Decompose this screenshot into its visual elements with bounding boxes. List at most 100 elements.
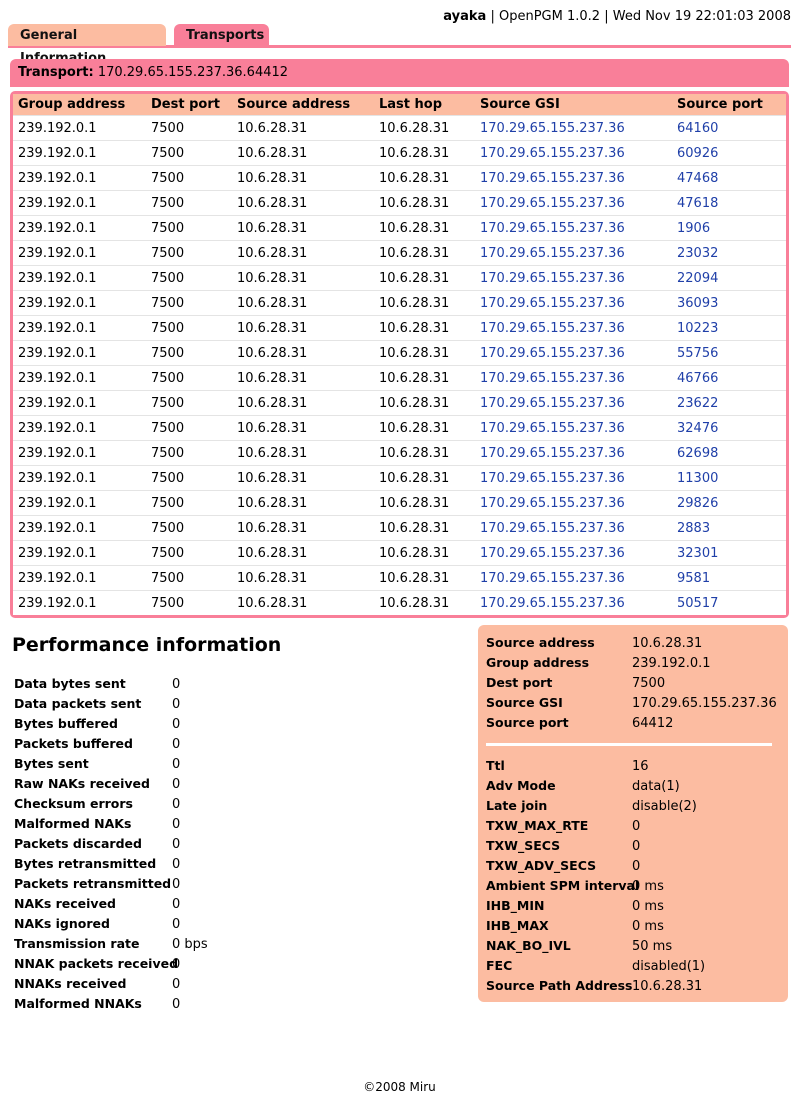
source-gsi-link[interactable]: 170.29.65.155.237.36 — [475, 215, 672, 241]
source-port-link[interactable]: 2883 — [672, 515, 786, 541]
dest-port-cell: 7500 — [146, 190, 232, 216]
source-gsi-link[interactable]: 170.29.65.155.237.36 — [475, 115, 672, 141]
performance-stat-row: NNAK packets received0 — [14, 954, 208, 974]
source-gsi-link[interactable]: 170.29.65.155.237.36 — [475, 415, 672, 441]
source-port-link[interactable]: 23622 — [672, 390, 786, 416]
source-port-link[interactable]: 29826 — [672, 490, 786, 516]
source-gsi-link[interactable]: 170.29.65.155.237.36 — [475, 440, 672, 466]
source-gsi-link[interactable]: 170.29.65.155.237.36 — [475, 165, 672, 191]
detail-label: Source port — [486, 715, 569, 730]
source-gsi-link[interactable]: 170.29.65.155.237.36 — [475, 515, 672, 541]
source-gsi-link[interactable]: 170.29.65.155.237.36 — [475, 140, 672, 166]
source-gsi-link[interactable]: 170.29.65.155.237.36 — [475, 465, 672, 491]
performance-stat-value: 0 — [172, 697, 181, 712]
host-name: ayaka — [443, 9, 487, 24]
transport-details-panel: Source address 10.6.28.31 Group address 239… — [478, 625, 788, 1002]
last-hop-cell: 10.6.28.31 — [374, 365, 475, 391]
source-port-link[interactable]: 23032 — [672, 240, 786, 266]
source-gsi-link[interactable]: 170.29.65.155.237.36 — [475, 190, 672, 216]
source-port-link[interactable]: 11300 — [672, 465, 786, 491]
performance-stat-row: Packets retransmitted0 — [14, 874, 208, 894]
source-gsi-link[interactable]: 170.29.65.155.237.36 — [475, 365, 672, 391]
source-gsi-link[interactable]: 170.29.65.155.237.36 — [475, 565, 672, 591]
source-address-cell: 10.6.28.31 — [232, 440, 374, 466]
source-address-cell: 10.6.28.31 — [232, 215, 374, 241]
detail-value: 170.29.65.155.237.36 — [632, 696, 777, 711]
parameter-row: TXW_MAX_RTE 0 — [486, 816, 788, 836]
detail-label: Source address — [486, 635, 595, 650]
tab-bar: General Information Transports — [8, 24, 791, 66]
source-port-link[interactable]: 60926 — [672, 140, 786, 166]
performance-stat-value: 0 — [172, 817, 181, 832]
source-port-link[interactable]: 47468 — [672, 165, 786, 191]
performance-stat-row: Data bytes sent 0 — [14, 674, 208, 694]
parameter-value: disable(2) — [632, 799, 697, 814]
detail-row: Source port 64412 — [486, 713, 788, 733]
dest-port-cell: 7500 — [146, 590, 232, 615]
dest-port-cell: 7500 — [146, 140, 232, 166]
table-row: 239.192.0.1 7500 10.6.28.31 10.6.28.31 170.2… — [13, 440, 786, 466]
group-address-cell: 239.192.0.1 — [13, 590, 146, 615]
source-port-link[interactable]: 50517 — [672, 590, 786, 615]
col-last-hop-header: Last hop — [374, 94, 475, 116]
tab-general-information[interactable]: General Information — [8, 24, 166, 66]
source-gsi-link[interactable]: 170.29.65.155.237.36 — [475, 265, 672, 291]
last-hop-cell: 10.6.28.31 — [374, 390, 475, 416]
parameter-label: Late join — [486, 798, 548, 813]
tab-transports[interactable]: Transports — [174, 24, 269, 46]
group-address-cell: 239.192.0.1 — [13, 365, 146, 391]
performance-stat-label: Bytes buffered — [14, 716, 118, 731]
parameter-value: 0 ms — [632, 919, 664, 934]
parameter-value: 50 ms — [632, 939, 673, 954]
table-row: 239.192.0.1 7500 10.6.28.31 10.6.28.31 170.2… — [13, 415, 786, 441]
source-port-link[interactable]: 10223 — [672, 315, 786, 341]
dest-port-cell: 7500 — [146, 340, 232, 366]
source-port-link[interactable]: 46766 — [672, 365, 786, 391]
performance-stat-row: NAKs ignored 0 — [14, 914, 208, 934]
header-separator: | — [490, 9, 495, 24]
parameter-row: NAK_BO_IVL 50 ms — [486, 936, 788, 956]
source-gsi-link[interactable]: 170.29.65.155.237.36 — [475, 590, 672, 615]
source-gsi-link[interactable]: 170.29.65.155.237.36 — [475, 340, 672, 366]
performance-stat-row: Transmission rate 0 bps — [14, 934, 208, 954]
parameter-label: IHB_MIN — [486, 898, 545, 913]
parameter-label: Ttl — [486, 758, 505, 773]
table-row: 239.192.0.1 7500 10.6.28.31 10.6.28.31 170.2… — [13, 390, 786, 416]
source-address-cell: 10.6.28.31 — [232, 115, 374, 141]
table-row: 239.192.0.1 7500 10.6.28.31 10.6.28.31 170.2… — [13, 140, 786, 166]
source-port-link[interactable]: 1906 — [672, 215, 786, 241]
source-gsi-link[interactable]: 170.29.65.155.237.36 — [475, 490, 672, 516]
source-port-link[interactable]: 62698 — [672, 440, 786, 466]
last-hop-cell: 10.6.28.31 — [374, 440, 475, 466]
source-port-link[interactable]: 9581 — [672, 565, 786, 591]
dest-port-cell: 7500 — [146, 490, 232, 516]
source-address-cell: 10.6.28.31 — [232, 490, 374, 516]
detail-row: Source GSI 170.29.65.155.237.36 — [486, 693, 788, 713]
source-port-link[interactable]: 32301 — [672, 540, 786, 566]
source-gsi-link[interactable]: 170.29.65.155.237.36 — [475, 390, 672, 416]
dest-port-cell: 7500 — [146, 390, 232, 416]
source-gsi-link[interactable]: 170.29.65.155.237.36 — [475, 315, 672, 341]
table-row: 239.192.0.1 7500 10.6.28.31 10.6.28.31 170.2… — [13, 115, 786, 141]
performance-stat-label: Bytes sent — [14, 756, 89, 771]
last-hop-cell: 10.6.28.31 — [374, 140, 475, 166]
detail-label: Dest port — [486, 675, 553, 690]
source-port-link[interactable]: 36093 — [672, 290, 786, 316]
performance-stat-label: NNAKs received — [14, 976, 127, 991]
parameter-row: Source Path Address10.6.28.31 — [486, 976, 788, 996]
parameter-value: 0 — [632, 819, 641, 834]
source-gsi-link[interactable]: 170.29.65.155.237.36 — [475, 240, 672, 266]
parameter-label: Adv Mode — [486, 778, 556, 793]
source-gsi-link[interactable]: 170.29.65.155.237.36 — [475, 290, 672, 316]
source-port-link[interactable]: 32476 — [672, 415, 786, 441]
performance-stat-row: NNAKs received 0 — [14, 974, 208, 994]
parameter-row: TXW_SECS 0 — [486, 836, 788, 856]
source-port-link[interactable]: 55756 — [672, 340, 786, 366]
dest-port-cell: 7500 — [146, 315, 232, 341]
source-port-link[interactable]: 47618 — [672, 190, 786, 216]
performance-stat-label: Malformed NNAKs — [14, 996, 142, 1011]
source-port-link[interactable]: 64160 — [672, 115, 786, 141]
parameter-value: 0 ms — [632, 879, 664, 894]
source-port-link[interactable]: 22094 — [672, 265, 786, 291]
source-gsi-link[interactable]: 170.29.65.155.237.36 — [475, 540, 672, 566]
